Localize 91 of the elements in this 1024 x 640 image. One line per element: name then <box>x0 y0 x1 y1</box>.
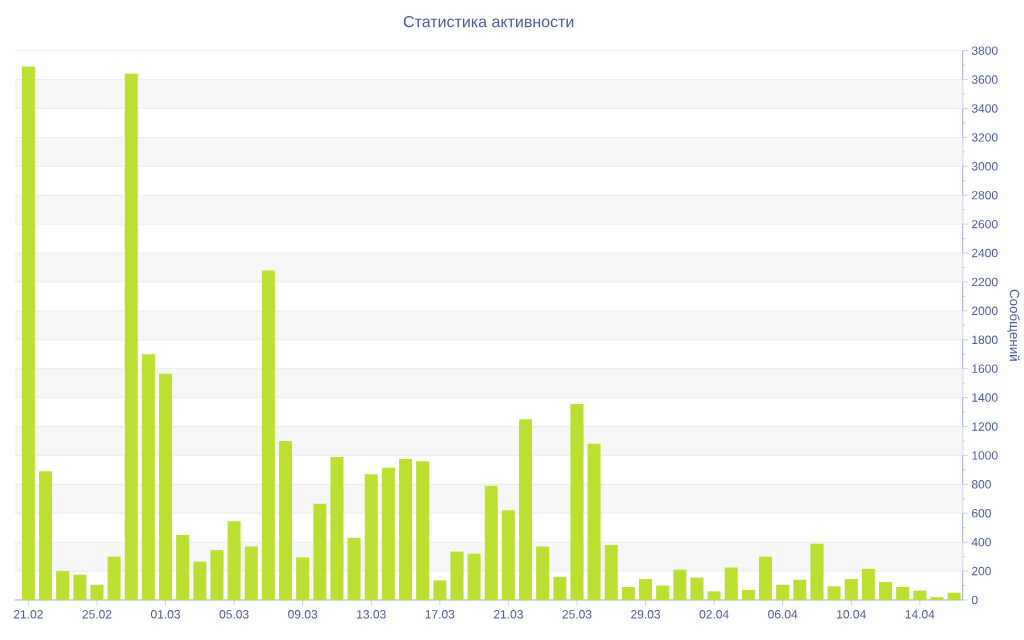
bar <box>553 576 567 600</box>
bar <box>844 579 858 600</box>
bar <box>124 73 138 600</box>
bar <box>536 546 550 600</box>
bar <box>261 270 275 600</box>
y-tick-label: 3800 <box>971 46 998 55</box>
bar <box>639 579 653 600</box>
bar <box>227 521 241 600</box>
x-tick-label: 21.03 <box>493 610 523 619</box>
x-tick-label: 13.03 <box>357 610 386 619</box>
y-tick-label: 200 <box>972 566 991 576</box>
x-tick-label: 06.04 <box>768 610 798 619</box>
bar <box>141 354 155 600</box>
bar <box>484 485 498 600</box>
x-tick-label: 10.04 <box>837 610 866 619</box>
bar <box>159 373 173 600</box>
y-tick-label: 3400 <box>971 104 998 113</box>
y-axis-title: Сообщений <box>1007 289 1020 361</box>
x-tick-label: 14.04 <box>905 610 935 619</box>
bar <box>810 543 824 600</box>
chart-title: Статистика активности <box>403 15 574 28</box>
x-tick-label: 29.03 <box>631 610 661 619</box>
x-tick-label: 01.03 <box>150 610 181 619</box>
bar <box>621 586 635 600</box>
bar <box>947 592 961 600</box>
x-tick-label: 25.03 <box>562 610 592 619</box>
y-tick-label: 2600 <box>972 219 998 229</box>
y-tick-label: 600 <box>972 509 991 518</box>
bar <box>90 584 104 600</box>
bar <box>707 591 721 600</box>
bar <box>587 443 601 600</box>
y-tick-label: 3000 <box>971 162 998 171</box>
x-tick-label: 21.02 <box>13 610 43 619</box>
y-tick-label: 2400 <box>972 248 998 258</box>
bar <box>930 597 944 600</box>
x-tick-label: 17.03 <box>425 610 455 619</box>
x-tick-label: 02.04 <box>699 610 729 619</box>
bar <box>656 585 670 600</box>
bar <box>107 556 121 600</box>
y-tick-label: 1800 <box>972 335 998 345</box>
bar <box>570 404 584 600</box>
bar <box>741 589 755 600</box>
bar <box>330 456 344 600</box>
y-tick-label: 0 <box>971 595 978 605</box>
bar <box>73 574 87 600</box>
bar <box>673 569 687 600</box>
bar <box>604 545 618 600</box>
y-tick-label: 2800 <box>972 190 998 200</box>
bar <box>879 581 893 600</box>
bar <box>724 567 738 600</box>
bar <box>193 561 207 600</box>
y-tick-label: 3200 <box>971 133 998 142</box>
y-tick-label: 400 <box>971 537 991 547</box>
bar <box>244 546 258 600</box>
y-tick-label: 2000 <box>972 306 998 316</box>
bar <box>364 474 378 600</box>
bar <box>176 534 190 600</box>
bar <box>313 503 327 600</box>
bar <box>501 510 515 600</box>
bar <box>416 461 430 600</box>
bar <box>210 550 224 600</box>
x-tick-label: 09.03 <box>288 610 318 619</box>
bar <box>39 471 53 600</box>
bar <box>399 459 413 600</box>
y-tick-label: 1200 <box>972 422 998 431</box>
y-tick-label: 1400 <box>972 393 998 402</box>
y-tick-label: 2200 <box>972 277 998 287</box>
bar <box>279 440 293 600</box>
bar <box>467 553 481 600</box>
x-tick-label: 25.02 <box>82 610 112 619</box>
bar <box>861 568 875 600</box>
bar <box>690 577 704 600</box>
y-tick-label: 1600 <box>972 364 998 373</box>
bar <box>381 467 395 600</box>
bar <box>21 66 35 600</box>
y-tick-label: 800 <box>971 480 991 489</box>
bar <box>793 579 807 600</box>
bar <box>896 586 910 600</box>
y-tick-label: 3600 <box>971 75 998 84</box>
bar <box>759 556 773 600</box>
y-tick-label: 1000 <box>972 451 998 460</box>
bar <box>347 537 361 600</box>
bar <box>56 571 70 600</box>
bar <box>827 586 841 600</box>
bar <box>776 584 790 600</box>
bar <box>450 551 464 600</box>
bar <box>519 419 533 600</box>
bar <box>913 590 927 600</box>
bar <box>433 580 447 600</box>
x-tick-label: 05.03 <box>219 610 249 619</box>
bar <box>296 557 310 600</box>
